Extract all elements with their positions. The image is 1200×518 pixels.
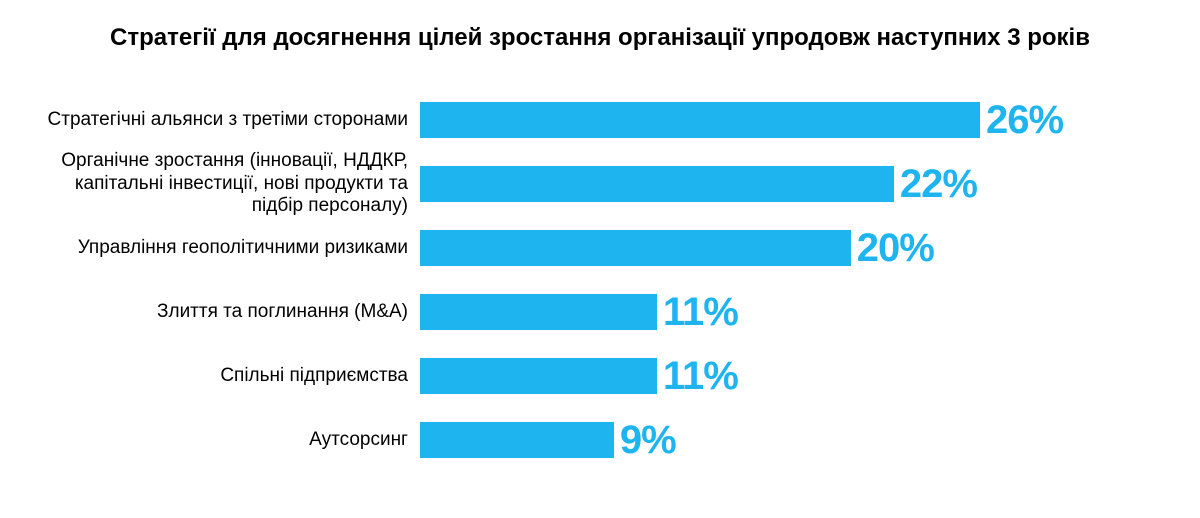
bar-value: 11%: [663, 354, 738, 399]
bar-cell: 11%: [420, 344, 1160, 408]
row-label: Управління геополітичними ризиками: [40, 237, 420, 260]
row-label: Злиття та поглинання (M&A): [40, 301, 420, 324]
bar-value: 11%: [663, 290, 738, 335]
chart-row: Аутсорсинг 9%: [40, 408, 1160, 472]
chart-row: Злиття та поглинання (M&A) 11%: [40, 280, 1160, 344]
bar-value: 26%: [986, 98, 1063, 143]
row-label: Стратегічні альянси з третіми сторонами: [40, 109, 420, 132]
bar: [420, 230, 851, 266]
bar: [420, 166, 894, 202]
chart-row: Органічне зростання (інновації, НДДКР, к…: [40, 152, 1160, 216]
bar-value: 9%: [620, 418, 676, 463]
bar-cell: 20%: [420, 216, 1160, 280]
chart-title: Стратегії для досягнення цілей зростання…: [40, 24, 1160, 52]
chart-rows: Стратегічні альянси з третіми сторонами 2…: [40, 88, 1160, 472]
bar: [420, 358, 657, 394]
bar: [420, 294, 657, 330]
chart-row: Управління геополітичними ризиками 20%: [40, 216, 1160, 280]
row-label: Органічне зростання (інновації, НДДКР, к…: [40, 150, 420, 218]
row-label: Аутсорсинг: [40, 429, 420, 452]
row-label: Спільні підприємства: [40, 365, 420, 388]
chart-row: Стратегічні альянси з третіми сторонами 2…: [40, 88, 1160, 152]
bar-value: 20%: [857, 226, 934, 271]
bar: [420, 422, 614, 458]
bar-cell: 22%: [420, 152, 1160, 216]
bar-cell: 9%: [420, 408, 1160, 472]
bar: [420, 102, 980, 138]
bar-value: 22%: [900, 162, 977, 207]
chart-container: Стратегії для досягнення цілей зростання…: [0, 0, 1200, 492]
bar-cell: 11%: [420, 280, 1160, 344]
bar-cell: 26%: [420, 88, 1160, 152]
chart-row: Спільні підприємства 11%: [40, 344, 1160, 408]
